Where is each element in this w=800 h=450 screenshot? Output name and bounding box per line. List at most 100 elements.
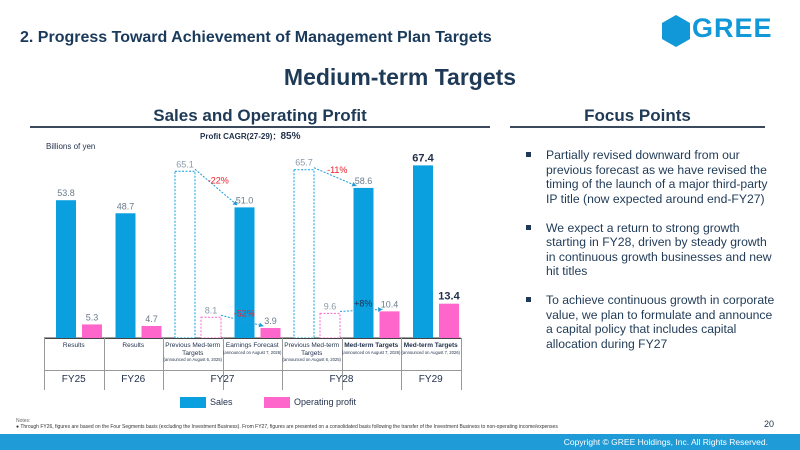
annotation-arrow (220, 314, 264, 327)
bar-operating-profit (319, 312, 341, 339)
data-label-sales: 58.6 (355, 176, 373, 186)
main-heading: Medium-term Targets (283, 64, 517, 90)
logo-wordmark: GREE (692, 13, 773, 43)
category-note: (announced on August 7, 2026) (342, 349, 401, 355)
bullet-square-icon (526, 224, 531, 230)
fiscal-year-label: FY26 (121, 374, 146, 385)
bar-sales (293, 169, 315, 339)
bar-operating-profit (141, 325, 162, 338)
data-label-sales: 67.4 (412, 152, 434, 164)
annotation-arrowhead-icon (258, 322, 264, 328)
copyright-text: Copyright © GREE Holdings, Inc. All Righ… (563, 437, 768, 447)
category-axis: Results Results Previous Med-term Targets(… (44, 338, 480, 390)
legend-swatch-operating-profit (264, 397, 290, 408)
category-label-text: Earnings Forecast (225, 342, 279, 349)
category-note: (announced on August 6, 2025) (282, 357, 341, 362)
focus-point: We expect a return to strong growth star… (522, 221, 778, 279)
gree-logo (662, 15, 690, 47)
category-note: (announced on August 6, 2025) (163, 357, 222, 362)
legend-swatch-sales (180, 397, 206, 408)
left-title-rule (30, 126, 490, 128)
focus-point-text: We expect a return to strong growth star… (546, 220, 772, 279)
category-label-text: Med-term Targets (403, 342, 458, 349)
notes-text: ● Through FY26, figures are based on the… (16, 424, 558, 430)
axis-divider (103, 338, 105, 390)
annotation-arrowhead-icon (378, 307, 383, 312)
axis-divider (401, 338, 402, 390)
data-label-operating-profit: 5.3 (86, 312, 99, 322)
axis-divider (341, 338, 343, 390)
bar-sales (174, 170, 196, 339)
data-label-operating-profit: 8.1 (205, 305, 218, 315)
data-label-operating-profit: 9.6 (324, 301, 337, 311)
axis-line (44, 370, 461, 371)
axis-divider (222, 338, 224, 390)
category-label-text: Results (62, 342, 85, 349)
bar-operating-profit (439, 303, 459, 338)
bar-sales (353, 187, 374, 338)
bullet-square-icon (526, 152, 531, 157)
fiscal-year-label: FY25 (61, 374, 86, 385)
data-label-operating-profit: 3.9 (264, 316, 277, 326)
data-label-sales: 65.7 (295, 158, 313, 168)
fiscal-year-label: FY27 (210, 374, 235, 385)
cagr-label: Profit CAGR(27-29)： (200, 132, 281, 141)
axis-divider (44, 338, 45, 390)
data-label-operating-profit: 10.4 (381, 299, 399, 309)
category-note: (announced on August 7, 2026) (223, 349, 282, 355)
data-label-operating-profit: 4.7 (145, 314, 158, 324)
data-label-sales: 48.7 (117, 201, 135, 211)
bar-operating-profit (379, 311, 400, 338)
data-label-sales: 65.1 (176, 159, 194, 169)
data-label-sales: 51.0 (236, 195, 254, 205)
fiscal-year-label: FY28 (329, 374, 354, 385)
notes-label: Notes: (16, 418, 31, 424)
category-label: Med-term Targets (announced on August 7, … (342, 342, 402, 355)
cagr-value: 85% (280, 131, 301, 142)
bar-sales (56, 200, 76, 338)
bar-sales (413, 165, 433, 338)
focus-points-list: Partially revised downward from our prev… (522, 148, 778, 366)
annotation-label: -52% (234, 309, 255, 319)
fiscal-year-label: FY29 (418, 374, 443, 385)
category-label-text: Med-term Targets (344, 342, 399, 349)
annotation-arrowhead-icon (232, 200, 238, 206)
annotation-arrowhead-icon (351, 181, 357, 187)
legend-label-sales: Sales (210, 397, 233, 407)
axis-line (44, 338, 461, 339)
data-label-operating-profit: 13.4 (438, 291, 460, 303)
axis-divider (163, 338, 164, 390)
category-label: Results (44, 342, 104, 350)
axis-divider (460, 338, 462, 390)
bar-sales (115, 213, 136, 338)
right-panel-title: Focus Points (584, 106, 691, 125)
footer-bar (0, 434, 800, 450)
section-title: 2. Progress Toward Achievement of Manage… (20, 29, 492, 46)
annotation-arrow (339, 308, 383, 312)
axis-divider (282, 338, 283, 390)
category-label: Previous Med-term Targets (announced on A… (282, 342, 342, 362)
annotation-arrow (194, 168, 238, 206)
category-label-text: Previous Med-term Targets (165, 342, 221, 357)
focus-point-text: To achieve continuous growth in corporat… (546, 293, 775, 351)
annotation-label: -22% (208, 175, 229, 185)
focus-point-text: Partially revised downward from our prev… (546, 148, 768, 206)
bullet-square-icon (526, 297, 531, 302)
page-number: 20 (764, 419, 775, 429)
category-label: Previous Med-term Targets (announced on A… (163, 342, 223, 362)
annotation-arrow (313, 167, 357, 187)
category-label: Earnings Forecast (announced on August 7,… (223, 342, 283, 355)
focus-point: To achieve continuous growth in corporat… (522, 293, 778, 351)
data-label-sales: 53.8 (57, 188, 75, 198)
units-label: Billions of yen (46, 142, 96, 151)
bar-operating-profit (200, 316, 222, 339)
category-label-text: Previous Med-term Targets (284, 342, 340, 357)
left-panel-title: Sales and Operating Profit (153, 106, 367, 125)
right-title-rule (510, 126, 765, 128)
bar-operating-profit (82, 324, 102, 338)
category-label: Results (104, 342, 164, 350)
legend-label-operating-profit: Operating profit (294, 397, 357, 407)
cagr-note: Profit CAGR(27-29)：85% (200, 131, 300, 142)
focus-point: Partially revised downward from our prev… (522, 148, 778, 206)
